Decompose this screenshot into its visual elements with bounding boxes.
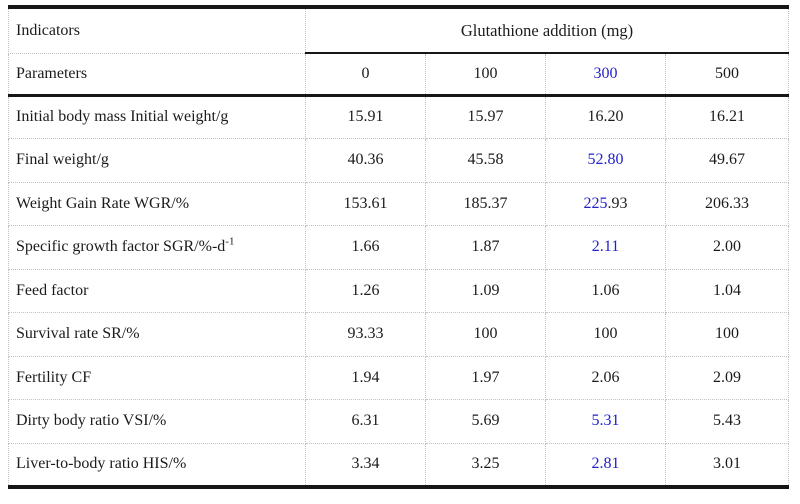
row-label: Initial body mass Initial weight/g — [8, 94, 306, 139]
cell-value: 1.26 — [305, 268, 426, 313]
cell-value: 16.20 — [545, 94, 666, 139]
cell-value: 1.06 — [545, 268, 666, 313]
cell-value: 185.37 — [425, 181, 546, 226]
table-row-fertility: Fertility CF 1.94 1.97 2.06 2.09 — [8, 355, 789, 400]
table-row-survival-rate: Survival rate SR/% 93.33 100 100 100 — [8, 312, 789, 357]
dose-header-300: 300 — [545, 52, 666, 97]
spanner-header: Glutathione addition (mg) — [305, 6, 789, 54]
cell-value: 49.67 — [665, 138, 789, 183]
cell-value: 3.34 — [305, 442, 426, 487]
row-label: Weight Gain Rate WGR/% — [8, 181, 306, 226]
table-row-feed-factor: Feed factor 1.26 1.09 1.06 1.04 — [8, 268, 789, 313]
cell-value: 2.06 — [545, 355, 666, 400]
cell-value: 100 — [665, 312, 789, 357]
cell-value: 1.97 — [425, 355, 546, 400]
table-row-initial-weight: Initial body mass Initial weight/g 15.91… — [8, 94, 789, 139]
cell-value: 206.33 — [665, 181, 789, 226]
cell-value: 5.31 — [545, 399, 666, 444]
indicators-header: Indicators — [8, 6, 306, 54]
row-label: Specific growth factor SGR/%-d-1 — [8, 225, 306, 270]
cell-value: 5.43 — [665, 399, 789, 444]
dose-header-0: 0 — [305, 52, 426, 97]
cell-value: 3.01 — [665, 442, 789, 487]
cell-value-rest-part: .93 — [607, 194, 628, 212]
cell-value: 100 — [545, 312, 666, 357]
cell-value: 1.09 — [425, 268, 546, 313]
cell-value: 1.04 — [665, 268, 789, 313]
dose-header-100: 100 — [425, 52, 546, 97]
cell-value: 1.87 — [425, 225, 546, 270]
cell-value: 2.09 — [665, 355, 789, 400]
row-label-superscript: -1 — [225, 235, 235, 248]
cell-value: 153.61 — [305, 181, 426, 226]
cell-value: 100 — [425, 312, 546, 357]
header-row-parameters: Parameters 0 100 300 500 — [8, 52, 789, 97]
glutathione-results-table: Indicators Glutathione addition (mg) Par… — [8, 5, 789, 489]
cell-value: 2.11 — [545, 225, 666, 270]
table-row-sgr: Specific growth factor SGR/%-d-1 1.66 1.… — [8, 225, 789, 270]
cell-value: 225.93 — [545, 181, 666, 226]
row-label: Fertility CF — [8, 355, 306, 400]
row-label: Final weight/g — [8, 138, 306, 183]
table-row-final-weight: Final weight/g 40.36 45.58 52.80 49.67 — [8, 138, 789, 183]
cell-value: 5.69 — [425, 399, 546, 444]
cell-value: 15.91 — [305, 94, 426, 139]
cell-value-blue-part: 225 — [583, 194, 608, 212]
cell-value: 1.66 — [305, 225, 426, 270]
row-label-text: Specific growth factor SGR/%-d — [16, 238, 226, 256]
cell-value: 52.80 — [545, 138, 666, 183]
row-label: Dirty body ratio VSI/% — [8, 399, 306, 444]
cell-value: 3.25 — [425, 442, 546, 487]
table-row-wgr: Weight Gain Rate WGR/% 153.61 185.37 225… — [8, 181, 789, 226]
row-label: Survival rate SR/% — [8, 312, 306, 357]
cell-value: 2.00 — [665, 225, 789, 270]
cell-value: 15.97 — [425, 94, 546, 139]
row-label: Liver-to-body ratio HIS/% — [8, 442, 306, 487]
row-label: Feed factor — [8, 268, 306, 313]
cell-value: 1.94 — [305, 355, 426, 400]
table-row-his: Liver-to-body ratio HIS/% 3.34 3.25 2.81… — [8, 442, 789, 487]
parameters-header: Parameters — [8, 52, 306, 97]
header-row-indicators: Indicators Glutathione addition (mg) — [8, 6, 789, 54]
table-row-vsi: Dirty body ratio VSI/% 6.31 5.69 5.31 5.… — [8, 399, 789, 444]
cell-value: 16.21 — [665, 94, 789, 139]
cell-value: 93.33 — [305, 312, 426, 357]
cell-value: 6.31 — [305, 399, 426, 444]
dose-header-500: 500 — [665, 52, 789, 97]
cell-value: 2.81 — [545, 442, 666, 487]
cell-value: 45.58 — [425, 138, 546, 183]
cell-value: 40.36 — [305, 138, 426, 183]
